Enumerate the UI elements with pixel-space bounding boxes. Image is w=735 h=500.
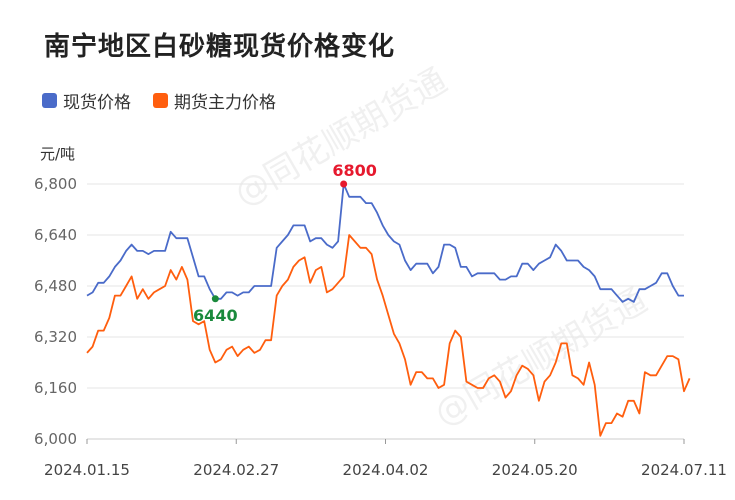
y-tick-label: 6,000 — [34, 430, 77, 448]
annotation-point — [340, 180, 348, 188]
y-tick-label: 6,480 — [34, 277, 77, 295]
annotation-label: 6800 — [332, 161, 377, 180]
x-tick-label: 2024.07.11 — [641, 461, 727, 479]
y-tick-label: 6,640 — [34, 226, 77, 244]
y-tick-label: 6,800 — [34, 175, 77, 193]
y-tick-label: 6,160 — [34, 379, 77, 397]
legend-item-spot[interactable]: 现货价格 — [42, 88, 131, 113]
series-line-futures — [86, 234, 691, 437]
legend-label-futures: 期货主力价格 — [174, 93, 276, 113]
x-tick-label: 2024.05.20 — [492, 461, 578, 479]
legend-swatch-spot — [42, 93, 57, 108]
annotation-label: 6440 — [193, 306, 238, 325]
x-tick-label: 2024.01.15 — [44, 461, 130, 479]
annotation-point — [211, 295, 219, 303]
legend-label-spot: 现货价格 — [63, 93, 131, 113]
y-axis-unit: 元/吨 — [40, 145, 76, 163]
x-tick-label: 2024.04.02 — [343, 461, 429, 479]
legend: 现货价格 期货主力价格 — [42, 88, 298, 113]
series-line-spot — [86, 183, 684, 303]
legend-item-futures[interactable]: 期货主力价格 — [153, 88, 276, 113]
legend-swatch-futures — [153, 93, 168, 108]
y-tick-label: 6,320 — [34, 328, 77, 346]
x-tick-label: 2024.02.27 — [193, 461, 279, 479]
chart-title: 南宁地区白砂糖现货价格变化 — [44, 32, 396, 62]
